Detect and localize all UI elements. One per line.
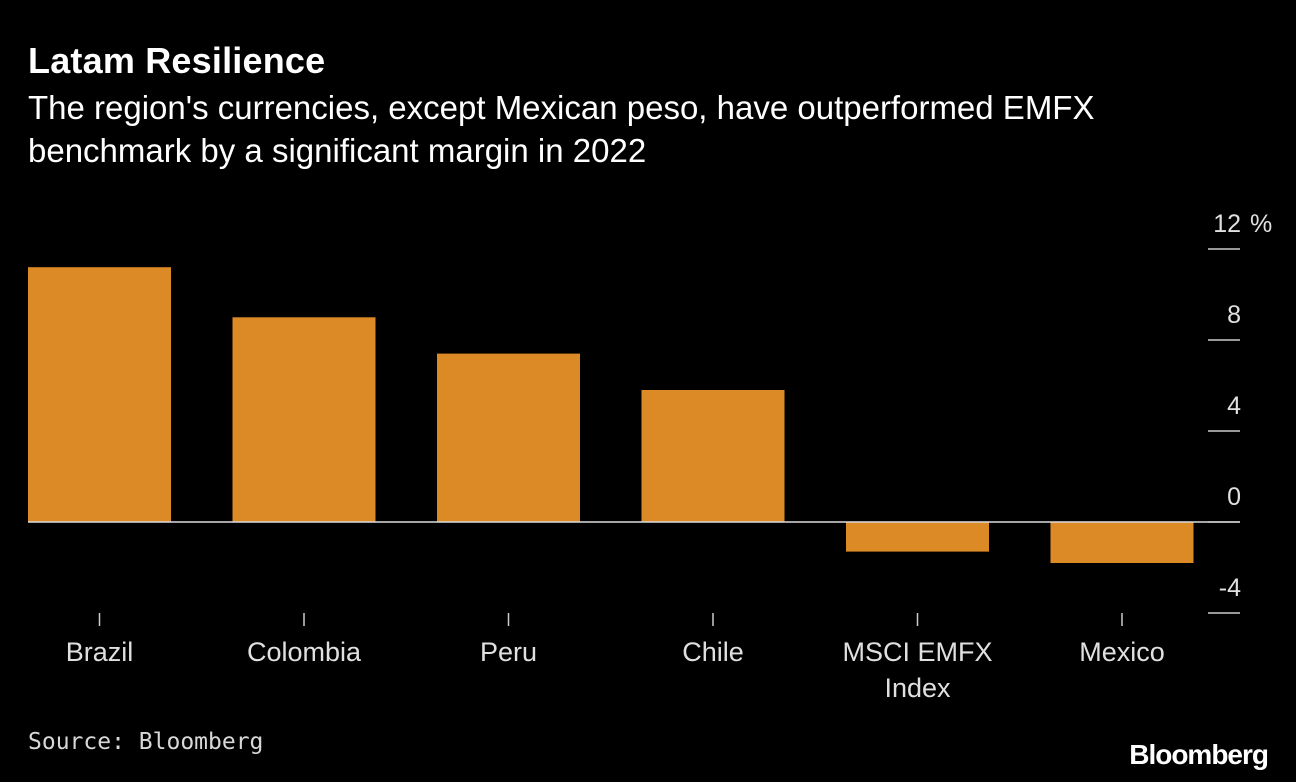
bloomberg-logo: Bloomberg bbox=[1129, 739, 1269, 770]
x-tick-label: MSCI EMFX Index bbox=[842, 637, 992, 703]
x-tick-label: Colombia bbox=[247, 637, 362, 667]
y-tick-label: 8 bbox=[1227, 301, 1241, 329]
source-note: Source: Bloomberg bbox=[28, 729, 264, 755]
chart-subtitle: The region's currencies, except Mexican … bbox=[28, 89, 1095, 169]
bar bbox=[846, 522, 989, 552]
x-tick-label: Brazil bbox=[66, 637, 134, 667]
y-tick-label: 0 bbox=[1227, 483, 1241, 511]
chart-title: Latam Resilience bbox=[28, 40, 326, 81]
y-tick-label: 12 bbox=[1213, 210, 1241, 238]
bar bbox=[28, 267, 171, 522]
x-tick-label: Mexico bbox=[1079, 637, 1165, 667]
bar bbox=[232, 317, 376, 523]
y-tick-label: 4 bbox=[1227, 392, 1241, 420]
bar bbox=[1050, 522, 1194, 563]
bar bbox=[437, 353, 580, 522]
x-tick-label: Chile bbox=[682, 637, 744, 667]
bar bbox=[641, 390, 785, 522]
y-tick-label: -4 bbox=[1219, 574, 1241, 602]
y-unit-label: % bbox=[1250, 210, 1272, 238]
x-tick-label: Peru bbox=[480, 637, 537, 667]
